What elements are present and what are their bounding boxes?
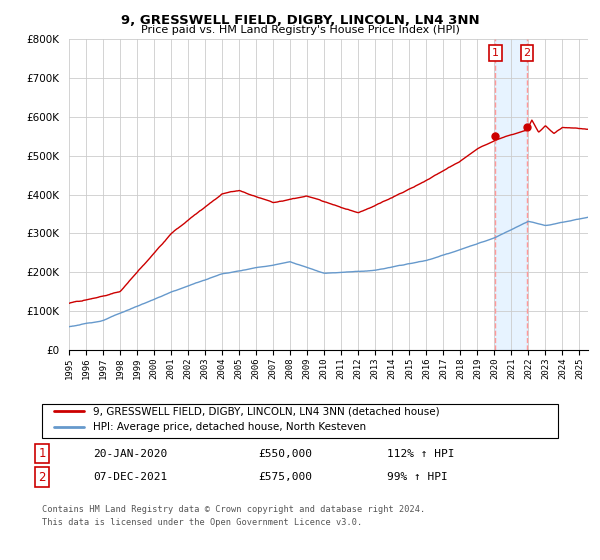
Text: 99% ↑ HPI: 99% ↑ HPI bbox=[387, 472, 448, 482]
Text: 2: 2 bbox=[524, 48, 530, 58]
Text: Price paid vs. HM Land Registry's House Price Index (HPI): Price paid vs. HM Land Registry's House … bbox=[140, 25, 460, 35]
Text: 20-JAN-2020: 20-JAN-2020 bbox=[93, 449, 167, 459]
Text: 9, GRESSWELL FIELD, DIGBY, LINCOLN, LN4 3NN: 9, GRESSWELL FIELD, DIGBY, LINCOLN, LN4 … bbox=[121, 14, 479, 27]
Text: 112% ↑ HPI: 112% ↑ HPI bbox=[387, 449, 455, 459]
Text: HPI: Average price, detached house, North Kesteven: HPI: Average price, detached house, Nort… bbox=[93, 422, 366, 432]
Text: £575,000: £575,000 bbox=[258, 472, 312, 482]
Text: 2: 2 bbox=[38, 470, 46, 484]
Text: £550,000: £550,000 bbox=[258, 449, 312, 459]
Text: 1: 1 bbox=[492, 48, 499, 58]
Text: Contains HM Land Registry data © Crown copyright and database right 2024.
This d: Contains HM Land Registry data © Crown c… bbox=[42, 505, 425, 526]
Text: 1: 1 bbox=[38, 447, 46, 460]
Bar bbox=[495, 39, 527, 350]
Text: 9, GRESSWELL FIELD, DIGBY, LINCOLN, LN4 3NN (detached house): 9, GRESSWELL FIELD, DIGBY, LINCOLN, LN4 … bbox=[93, 406, 440, 416]
Text: 07-DEC-2021: 07-DEC-2021 bbox=[93, 472, 167, 482]
